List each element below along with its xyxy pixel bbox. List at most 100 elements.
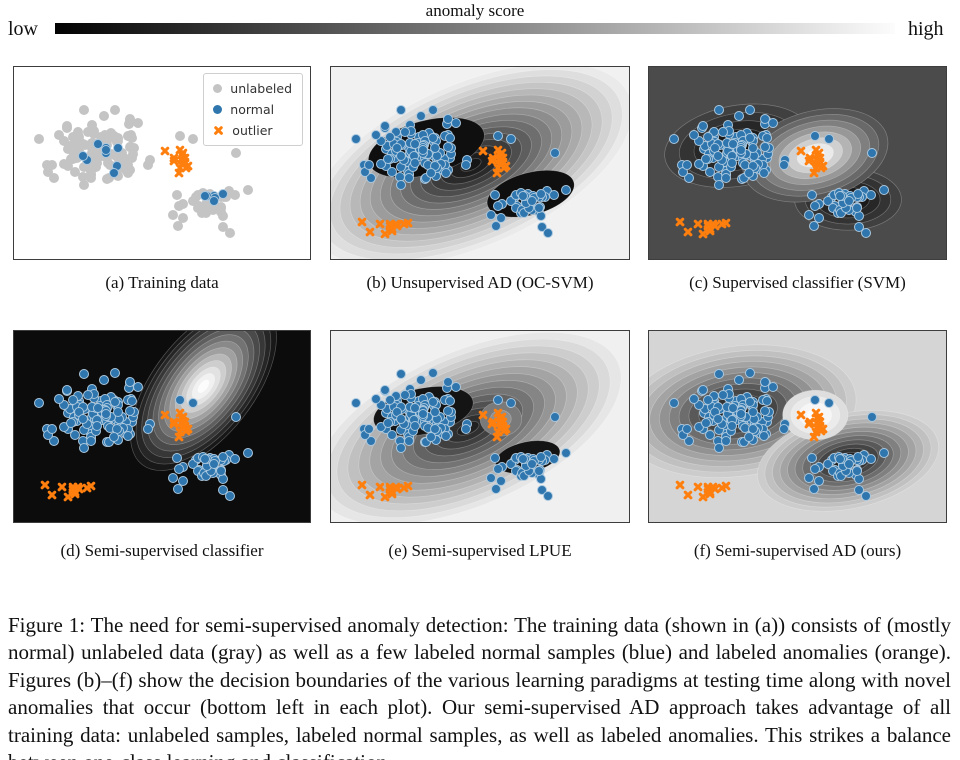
normal-point: [853, 452, 864, 463]
unlabeled-point: [91, 151, 102, 162]
outlier-x-marker: [721, 480, 732, 491]
normal-point: [78, 443, 89, 454]
unlabeled-point: [202, 197, 213, 208]
outlier-x-marker: [709, 220, 720, 231]
legend-item-outlier: outlier: [213, 123, 292, 138]
normal-point: [506, 397, 517, 408]
panel-e-plot: [330, 330, 630, 523]
normal-point: [854, 221, 865, 232]
outlier-x-marker: [721, 217, 732, 228]
normal-point: [174, 394, 185, 405]
normal-point: [58, 422, 69, 433]
normal-point: [363, 423, 374, 434]
normal-point: [527, 196, 538, 207]
normal-point: [387, 430, 398, 441]
outlier-x-marker: [682, 227, 693, 238]
normal-point: [844, 459, 855, 470]
panel-d-plot: [13, 330, 311, 523]
normal-point: [173, 484, 184, 495]
outlier-x-marker: [357, 216, 368, 227]
outlier-x-marker: [682, 490, 693, 501]
unlabeled-point: [34, 134, 45, 145]
normal-point: [82, 390, 93, 401]
unlabeled-point: [205, 202, 216, 213]
normal-point: [823, 397, 834, 408]
normal-point: [543, 227, 554, 238]
unlabeled-point: [91, 157, 102, 168]
normal-point: [535, 189, 546, 200]
unlabeled-point: [87, 120, 98, 131]
normal-point: [230, 453, 241, 464]
normal-point: [835, 190, 846, 201]
normal-point: [810, 394, 821, 405]
normal-point: [385, 131, 396, 142]
normal-point: [762, 396, 773, 407]
normal-point: [536, 485, 547, 496]
normal-point: [208, 196, 219, 207]
legend-label-unlabeled: unlabeled: [230, 81, 292, 96]
outlier-x-marker: [364, 490, 375, 501]
outlier-x-marker: [709, 483, 720, 494]
legend-label-outlier: outlier: [232, 123, 273, 138]
normal-point: [745, 396, 756, 407]
unlabeled-point: [218, 210, 229, 221]
unlabeled-point: [171, 190, 182, 201]
normal-point: [491, 484, 502, 495]
outlier-x-marker: [175, 163, 186, 174]
unlabeled-point: [143, 160, 154, 171]
normal-point: [854, 485, 865, 496]
normal-point: [713, 179, 724, 190]
subcaption-b: (b) Unsupervised AD (OC-SVM): [366, 273, 594, 292]
normal-point: [461, 160, 472, 171]
normal-point: [486, 472, 497, 483]
normal-point: [450, 381, 461, 392]
normal-point: [403, 436, 414, 447]
outlier-x-marker: [812, 413, 823, 424]
normal-point: [697, 384, 708, 395]
normal-point: [807, 190, 818, 201]
normal-point: [506, 134, 517, 144]
normal-point: [70, 430, 81, 441]
subcaption-c: (c) Supervised classifier (SVM): [689, 273, 906, 292]
normal-point: [418, 409, 429, 420]
normal-point: [803, 209, 814, 220]
normal-point: [860, 490, 871, 501]
unlabeled-point: [66, 154, 77, 165]
unlabeled-point: [127, 148, 138, 159]
normal-point: [744, 168, 755, 179]
normal-point: [387, 166, 398, 177]
normal-point: [808, 484, 819, 495]
normal-point: [492, 464, 503, 475]
unlabeled-point: [174, 201, 185, 212]
normal-point: [441, 167, 451, 178]
normal-point: [851, 203, 862, 214]
normal-point: [745, 132, 756, 143]
normal-point: [409, 421, 420, 432]
unlabeled-point: [187, 196, 198, 207]
unlabeled-point: [78, 105, 89, 116]
colorbar-high-label: high: [908, 18, 944, 40]
panel-a-plot: unlabeled normal outlier: [13, 66, 311, 260]
normal-point: [727, 421, 738, 432]
normal-point: [491, 221, 502, 232]
unlabeled-point: [73, 127, 84, 138]
normal-point: [427, 132, 438, 143]
normal-point: [188, 397, 199, 408]
normal-point: [703, 395, 714, 406]
normal-point: [444, 396, 455, 407]
normal-point: [34, 397, 45, 408]
outlier-x-marker: [493, 163, 504, 174]
normal-point: [813, 213, 824, 224]
normal-point: [178, 476, 189, 487]
unlabeled-point: [124, 142, 135, 153]
unlabeled-point: [192, 189, 203, 200]
normal-point: [492, 394, 503, 405]
normal-point: [112, 143, 123, 154]
normal-point: [53, 393, 64, 404]
normal-point: [835, 453, 846, 464]
subcaption-a: (a) Training data: [105, 273, 219, 292]
normal-point: [224, 490, 235, 501]
normal-point: [878, 448, 889, 459]
unlabeled-point: [67, 131, 78, 142]
outlier-x-marker: [675, 216, 686, 227]
